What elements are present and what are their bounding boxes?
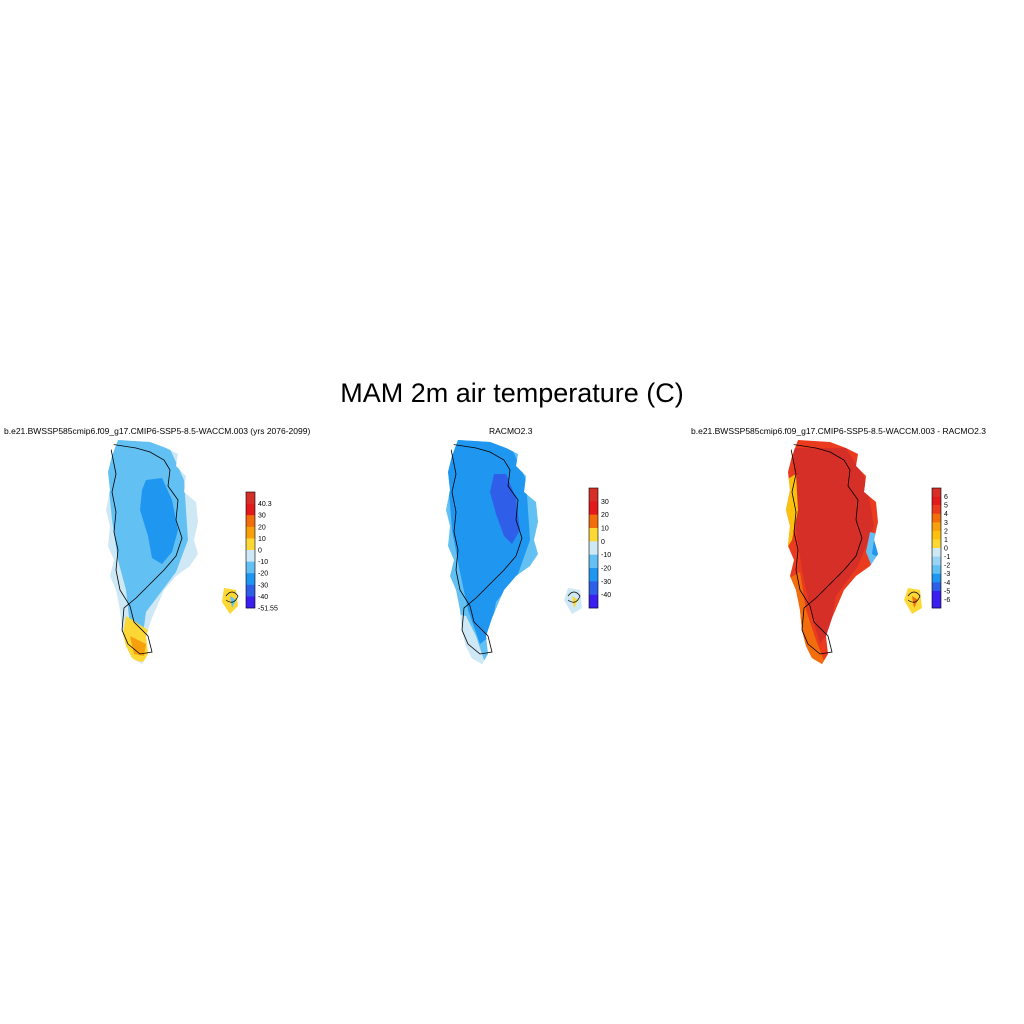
colorbar-swatch <box>246 561 255 574</box>
colorbar-swatch <box>246 550 255 562</box>
colorbar-swatch <box>932 488 941 497</box>
coastline <box>789 443 863 655</box>
colorbar-tick-label: -2 <box>944 563 950 570</box>
interior-field <box>140 478 178 564</box>
figure-title: MAM 2m air temperature (C) <box>340 378 684 408</box>
iceland-coastline <box>907 591 921 603</box>
colorbar-tick-label: -20 <box>601 566 611 573</box>
colorbar-swatch <box>246 538 255 551</box>
ice-sheet-field <box>108 440 188 644</box>
colorbar-tick-label: 5 <box>944 503 948 510</box>
colorbar-swatch <box>589 501 598 515</box>
colorbar-swatch <box>932 590 941 600</box>
colorbar-swatch <box>932 505 941 515</box>
ice-sheet-field <box>794 448 874 644</box>
panel-1-title: b.e21.BWSSP585cmip6.f09_g17.CMIP6-SSP5-8… <box>4 426 311 436</box>
colorbar-swatch <box>932 496 941 506</box>
colorbar-swatch <box>932 530 941 540</box>
interior-field <box>490 474 520 544</box>
ocean-gap <box>106 440 116 460</box>
colorbars: 40.33020100-10-20-30-40-51.553020100-10-… <box>245 487 950 613</box>
colorbar-tick-label: -6 <box>944 597 950 604</box>
colorbar-swatch <box>246 596 255 609</box>
colorbar-tick-label: 1 <box>944 537 948 544</box>
colorbar-tick-label: -1 <box>944 554 950 561</box>
ocean-gap <box>446 440 456 460</box>
colorbar-frame <box>588 487 599 609</box>
map-panel-racmo <box>446 440 582 664</box>
coastline <box>109 443 183 655</box>
colorbar-swatch <box>589 488 598 502</box>
colorbar-swatch <box>932 556 941 566</box>
colorbar-swatch <box>932 565 941 575</box>
colorbar-swatch <box>932 513 941 523</box>
colorbar-tick-label: -30 <box>258 582 268 589</box>
colorbar-tick-label: 6 <box>944 494 948 501</box>
colorbar-swatch <box>589 581 598 595</box>
coastline <box>449 443 523 655</box>
colorbar-swatch <box>932 548 941 557</box>
colorbar-tick-label: 4 <box>944 511 948 518</box>
colorbar-frame <box>245 491 256 609</box>
colorbar-swatch <box>932 573 941 583</box>
colorbar-tick-label: -40 <box>258 594 268 601</box>
colorbar-tick-label: 3 <box>944 520 948 527</box>
panel-3-title: b.e21.BWSSP585cmip6.f09_g17.CMIP6-SSP5-8… <box>691 426 986 436</box>
colorbar-tick-label: -10 <box>258 559 268 566</box>
colorbar-tick-label: -4 <box>944 580 950 587</box>
colorbar-swatch <box>246 503 255 516</box>
colorbar-tick-label: -3 <box>944 571 950 578</box>
map-panel-model <box>106 440 239 664</box>
panel-2-title: RACMO2.3 <box>489 426 533 436</box>
colorbar-swatch <box>932 522 941 532</box>
colorbar-tick-label: 10 <box>601 526 609 533</box>
colorbar-tick-label: -51.55 <box>258 606 278 613</box>
colorbar-swatch <box>246 492 255 504</box>
colorbar-frame <box>931 487 942 609</box>
colorbar-tick-label: 20 <box>258 524 266 531</box>
colorbar-swatch <box>589 514 598 529</box>
map-panel-difference <box>786 440 922 664</box>
colorbar-tick-label: -40 <box>601 592 611 599</box>
colorbar-tick-label: -10 <box>601 552 611 559</box>
colorbar-3: 6 54 32 1 0-1 -2-3 -4-5 -6 <box>931 487 950 609</box>
colorbar-tick-label: -20 <box>258 571 268 578</box>
colorbar-1: 40.3 30 20 10 0 -10 -20 -30 -40 -51.55 <box>245 491 278 613</box>
colorbar-tick-label: 40.3 <box>258 501 272 508</box>
colorbar-tick-label: 30 <box>601 499 609 506</box>
colorbar-swatch <box>246 584 255 597</box>
colorbar-swatch <box>932 539 941 549</box>
colorbar-tick-label: 0 <box>601 539 605 546</box>
colorbar-tick-label: -30 <box>601 579 611 586</box>
colorbar-2: 30 20 10 0 -10 -20 -30 -40 <box>588 487 611 609</box>
ocean-gap <box>786 440 796 460</box>
colorbar-tick-label: 20 <box>601 512 609 519</box>
colorbar-swatch <box>589 528 598 542</box>
colorbar-swatch <box>589 541 598 555</box>
iceland-patch <box>222 588 238 614</box>
colorbar-swatch <box>932 582 941 592</box>
colorbar-swatch <box>589 594 598 609</box>
colorbar-tick-label: 0 <box>944 546 948 553</box>
colorbar-swatch <box>932 599 941 609</box>
colorbar-swatch <box>246 526 255 539</box>
south-tip-field <box>130 636 146 656</box>
colorbar-tick-label: 10 <box>258 536 266 543</box>
colorbar-tick-label: 2 <box>944 528 948 535</box>
colorbar-swatch <box>589 554 598 569</box>
colorbar-tick-label: 30 <box>258 513 266 520</box>
colorbar-tick-label: 0 <box>258 548 262 555</box>
colorbar-swatch <box>589 568 598 582</box>
iceland-coastline <box>225 591 239 603</box>
colorbar-swatch <box>246 573 255 586</box>
ice-sheet-field <box>448 440 530 644</box>
colorbar-swatch <box>246 515 255 528</box>
colorbar-tick-label: -5 <box>944 588 950 595</box>
iceland-coastline <box>567 591 581 603</box>
